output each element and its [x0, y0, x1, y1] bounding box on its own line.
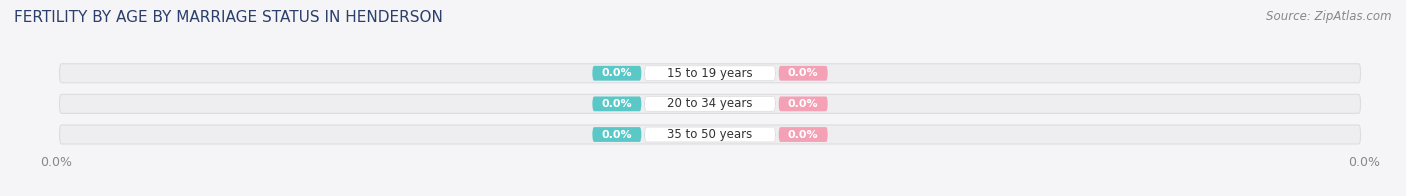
FancyBboxPatch shape — [592, 96, 641, 111]
Text: 20 to 34 years: 20 to 34 years — [668, 97, 752, 110]
Text: 0.0%: 0.0% — [602, 130, 633, 140]
FancyBboxPatch shape — [592, 127, 641, 142]
FancyBboxPatch shape — [592, 66, 641, 81]
Text: 0.0%: 0.0% — [787, 99, 818, 109]
Text: 0.0%: 0.0% — [602, 68, 633, 78]
Text: 0.0%: 0.0% — [787, 68, 818, 78]
Text: 35 to 50 years: 35 to 50 years — [668, 128, 752, 141]
Text: 0.0%: 0.0% — [602, 99, 633, 109]
FancyBboxPatch shape — [59, 94, 1361, 113]
Text: 0.0%: 0.0% — [787, 130, 818, 140]
Text: 15 to 19 years: 15 to 19 years — [668, 67, 752, 80]
FancyBboxPatch shape — [779, 66, 828, 81]
FancyBboxPatch shape — [644, 96, 776, 111]
FancyBboxPatch shape — [644, 66, 776, 81]
Text: Source: ZipAtlas.com: Source: ZipAtlas.com — [1267, 10, 1392, 23]
Text: FERTILITY BY AGE BY MARRIAGE STATUS IN HENDERSON: FERTILITY BY AGE BY MARRIAGE STATUS IN H… — [14, 10, 443, 25]
FancyBboxPatch shape — [59, 64, 1361, 83]
FancyBboxPatch shape — [779, 127, 828, 142]
FancyBboxPatch shape — [779, 96, 828, 111]
FancyBboxPatch shape — [59, 125, 1361, 144]
FancyBboxPatch shape — [644, 127, 776, 142]
